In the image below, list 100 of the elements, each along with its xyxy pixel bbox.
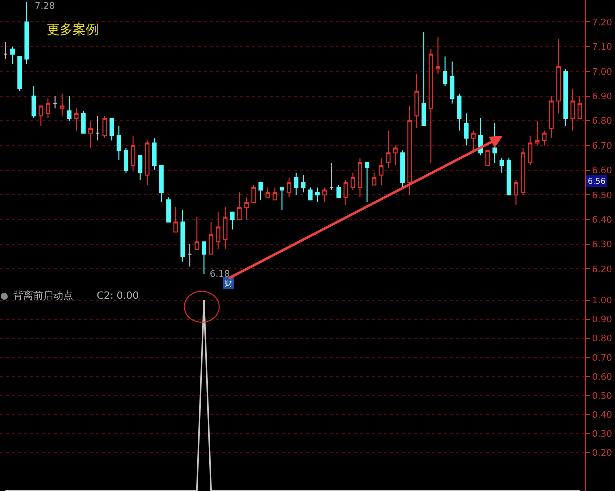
candlestick bbox=[145, 140, 150, 186]
candlestick bbox=[258, 182, 264, 201]
candlestick bbox=[315, 187, 320, 204]
candlestick bbox=[549, 96, 554, 139]
candlestick bbox=[528, 135, 533, 166]
candlestick bbox=[330, 162, 334, 191]
y-tick-label: 0.70 bbox=[592, 354, 613, 364]
candlestick bbox=[67, 96, 72, 122]
candlestick bbox=[408, 106, 412, 196]
y-tick-label: 6.30 bbox=[592, 240, 613, 251]
candlestick bbox=[38, 106, 44, 126]
y-tick-label: 7.00 bbox=[592, 68, 613, 78]
y-tick-label: 0.50 bbox=[592, 392, 613, 402]
annotation: 7.28 bbox=[35, 2, 56, 12]
candlestick bbox=[124, 148, 128, 174]
candlestick bbox=[96, 116, 100, 142]
candlestick bbox=[379, 158, 384, 186]
candlestick bbox=[88, 120, 93, 149]
candlestick bbox=[223, 206, 228, 250]
candlestick bbox=[287, 177, 292, 198]
y-tick-label: 7.10 bbox=[592, 43, 613, 54]
candlestick bbox=[18, 56, 22, 92]
candlestick bbox=[74, 108, 79, 132]
candlestick bbox=[386, 130, 391, 168]
candlestick bbox=[180, 209, 186, 262]
candlestick bbox=[24, 2, 30, 65]
candlestick bbox=[116, 125, 122, 162]
candlestick bbox=[414, 74, 420, 129]
candlestick bbox=[81, 110, 86, 134]
y-tick-label: 6.40 bbox=[592, 216, 613, 226]
candlestick bbox=[174, 206, 178, 233]
candlestick bbox=[152, 138, 157, 171]
candlestick bbox=[60, 93, 65, 117]
y-tick-label: 0.20 bbox=[592, 449, 613, 460]
candlestick bbox=[372, 172, 377, 186]
candlestick bbox=[166, 197, 171, 223]
candlestick bbox=[209, 222, 214, 255]
y-tick-label: 0.30 bbox=[592, 430, 613, 440]
y-tick-label: 6.20 bbox=[592, 265, 613, 276]
candlestick bbox=[344, 180, 348, 206]
candlestick bbox=[336, 184, 342, 198]
candlestick bbox=[46, 98, 50, 120]
candlestick bbox=[578, 96, 582, 120]
candlestick bbox=[272, 187, 278, 201]
candlestick bbox=[194, 216, 200, 250]
candlestick bbox=[32, 86, 36, 120]
candlestick bbox=[535, 120, 540, 146]
candlestick bbox=[3, 41, 8, 60]
candlestick bbox=[556, 39, 561, 114]
candlestick bbox=[138, 155, 143, 181]
candlestick bbox=[322, 187, 327, 204]
candlestick bbox=[301, 174, 306, 194]
candlestick bbox=[365, 162, 370, 204]
candlestick bbox=[237, 192, 242, 220]
y-tick-label: 6.60 bbox=[592, 166, 613, 177]
y-tick-label: 7.20 bbox=[592, 18, 613, 28]
candlestick bbox=[230, 212, 235, 230]
candlestick bbox=[428, 48, 434, 164]
candlestick bbox=[506, 158, 512, 196]
candlestick bbox=[216, 212, 221, 250]
candlestick bbox=[350, 172, 356, 191]
candlestick bbox=[188, 244, 192, 268]
candlestick bbox=[358, 158, 362, 198]
candlestick bbox=[308, 187, 313, 201]
text: 6.56 bbox=[588, 177, 606, 186]
candlestick bbox=[521, 148, 526, 196]
candlestick bbox=[500, 158, 504, 174]
candlestick bbox=[457, 93, 462, 132]
annotation: 财 bbox=[225, 279, 233, 288]
y-tick-label: 6.80 bbox=[592, 117, 613, 128]
y-tick-label: 6.50 bbox=[592, 191, 613, 202]
y-tick-label: 0.90 bbox=[592, 316, 613, 326]
candlestick bbox=[159, 165, 164, 204]
y-tick-label: 0.60 bbox=[592, 372, 613, 383]
candlestick bbox=[486, 150, 490, 166]
candlestick bbox=[10, 46, 15, 65]
candlestick bbox=[294, 172, 299, 196]
y-tick-label: 0.40 bbox=[592, 410, 613, 421]
y-tick-label: 6.70 bbox=[592, 142, 613, 152]
candlestick bbox=[202, 242, 206, 275]
y-tick-label: 6.90 bbox=[592, 92, 613, 102]
candlestick bbox=[436, 36, 440, 75]
candlestick bbox=[542, 130, 547, 146]
candlestick bbox=[422, 32, 426, 126]
candlestick bbox=[102, 116, 108, 139]
y-tick-label: 1.00 bbox=[592, 296, 613, 307]
candlestick bbox=[244, 197, 249, 220]
candlestick bbox=[400, 150, 405, 188]
annotation: C2: 0.00 bbox=[97, 291, 140, 302]
candlestick bbox=[450, 61, 455, 104]
y-tick-label: 0.80 bbox=[592, 334, 613, 345]
candlestick bbox=[53, 96, 58, 110]
candlestick bbox=[514, 180, 518, 206]
candlestick bbox=[266, 187, 270, 198]
candlestick bbox=[471, 130, 476, 152]
candlestick bbox=[492, 123, 498, 164]
candlestick bbox=[131, 135, 136, 171]
annotation: 6.18 bbox=[210, 270, 230, 280]
candlestick bbox=[280, 187, 284, 210]
candlestick bbox=[110, 118, 114, 142]
